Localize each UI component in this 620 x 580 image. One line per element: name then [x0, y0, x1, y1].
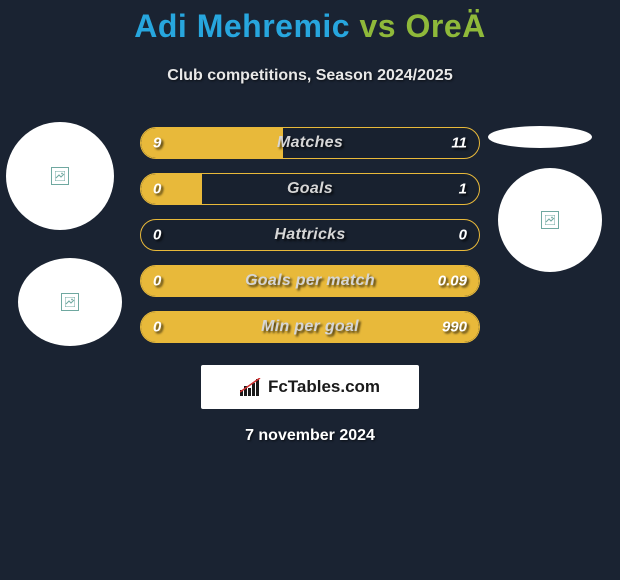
stat-value-right: 0.09 — [438, 273, 467, 290]
decor-ellipse — [488, 126, 592, 148]
player1-name: Adi Mehremic — [134, 8, 350, 44]
avatar — [18, 258, 122, 346]
stat-value-left: 0 — [153, 181, 161, 198]
stat-label: Hattricks — [274, 226, 345, 244]
stat-value-left: 0 — [153, 227, 161, 244]
placeholder-icon — [51, 167, 69, 185]
vs-text: vs — [350, 8, 405, 44]
avatar — [6, 122, 114, 230]
stat-value-right: 11 — [451, 135, 467, 152]
bar-chart-icon — [240, 378, 262, 396]
footer-badge-text: FcTables.com — [268, 377, 380, 397]
stat-label: Goals per match — [245, 272, 375, 290]
stat-row: 9 Matches 11 — [140, 127, 480, 159]
placeholder-icon — [541, 211, 559, 229]
stat-value-right: 0 — [459, 227, 467, 244]
stat-fill-left — [141, 174, 202, 204]
date: 7 november 2024 — [0, 427, 620, 445]
stat-row: 0 Hattricks 0 — [140, 219, 480, 251]
stat-fill-left — [141, 128, 283, 158]
player2-name: OreÄ — [405, 8, 485, 44]
avatar — [498, 168, 602, 272]
stat-value-left: 0 — [153, 273, 161, 290]
subtitle: Club competitions, Season 2024/2025 — [0, 67, 620, 85]
stat-label: Goals — [287, 180, 333, 198]
stat-label: Matches — [277, 134, 343, 152]
stat-value-right: 990 — [442, 319, 467, 336]
placeholder-icon — [61, 293, 79, 311]
page-title: Adi Mehremic vs OreÄ — [0, 0, 620, 45]
stat-row: 0 Min per goal 990 — [140, 311, 480, 343]
stat-row: 0 Goals per match 0.09 — [140, 265, 480, 297]
stat-value-left: 0 — [153, 319, 161, 336]
stat-label: Min per goal — [261, 318, 359, 336]
stat-row: 0 Goals 1 — [140, 173, 480, 205]
stat-value-left: 9 — [153, 135, 161, 152]
footer-badge: FcTables.com — [201, 365, 419, 409]
stat-value-right: 1 — [459, 181, 467, 198]
